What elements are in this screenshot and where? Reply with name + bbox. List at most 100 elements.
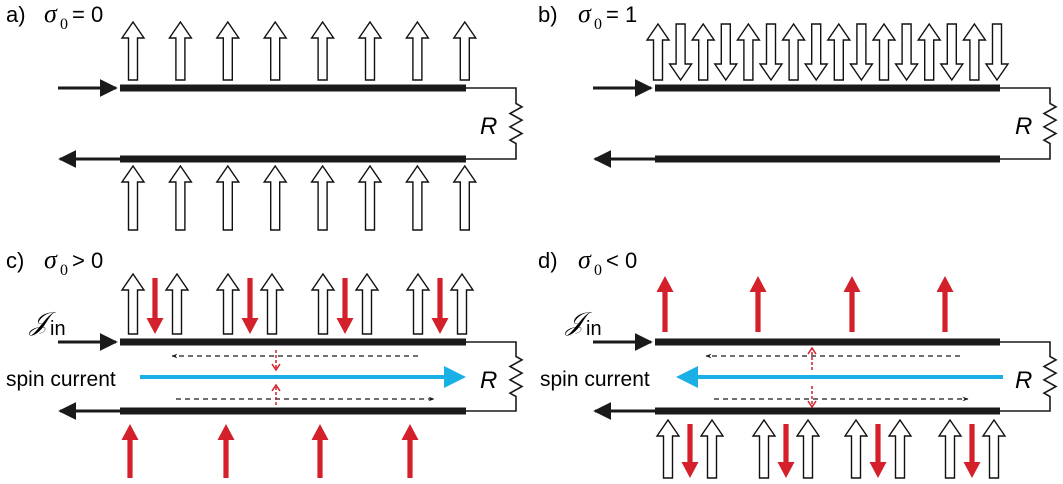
spin-up-arrow xyxy=(215,272,241,335)
panel-a-top-spins xyxy=(120,20,478,81)
spin-up-arrow xyxy=(310,164,335,231)
spin-up-arrow xyxy=(871,22,897,81)
spin-up-arrow xyxy=(962,22,987,81)
spin-up-arrow xyxy=(655,418,681,479)
panel-c-relation: > 0 xyxy=(72,248,103,273)
spin-down-red-arrow xyxy=(241,278,259,334)
spin-up-arrow xyxy=(405,164,430,231)
spin-accum-down-head xyxy=(807,400,817,409)
spin-up-arrow xyxy=(262,164,288,231)
panel-a-resistor-label: R xyxy=(480,113,497,140)
panel-d-spin-label: spin current xyxy=(540,368,650,391)
spin-down-red-arrow xyxy=(146,278,164,334)
panel-a-sigma: σ xyxy=(44,0,58,28)
panel-b-relation: = 1 xyxy=(606,2,637,27)
spin-up-arrow xyxy=(887,418,913,479)
panel-a-circuit xyxy=(58,79,524,168)
spin-up-arrow xyxy=(168,20,193,81)
panel-c-bottom-spins xyxy=(121,424,419,478)
panel-a: a) σ 0 = 0 R xyxy=(6,0,524,231)
spin-down-red-arrow xyxy=(336,278,354,334)
panel-a-letter: a) xyxy=(6,2,26,27)
panel-d-bottom-spins xyxy=(655,418,1007,479)
spin-up-arrow xyxy=(937,418,963,479)
spin-up-arrow xyxy=(916,22,942,81)
panel-d-sigma: σ xyxy=(578,245,592,274)
panel-c-letter: c) xyxy=(6,248,24,273)
spin-down-red-arrow xyxy=(681,424,699,478)
panel-c-top-spins xyxy=(120,272,475,335)
spin-up-arrow xyxy=(781,22,806,81)
panel-a-sigma-sub: 0 xyxy=(60,16,68,33)
panel-c-resistor-label: R xyxy=(480,367,497,394)
spin-up-arrow xyxy=(405,272,431,335)
panel-c-spin-label: spin current xyxy=(6,368,116,391)
panel-a-relation: = 0 xyxy=(72,2,103,27)
spin-up-red-arrow xyxy=(311,424,329,478)
panel-c-current-sub: in xyxy=(50,318,66,340)
panel-a-resistor xyxy=(466,87,524,160)
panel-b-top-spins xyxy=(645,22,1010,82)
spin-down-red-arrow xyxy=(963,424,981,478)
spin-down-arrow xyxy=(984,23,1010,82)
spin-current-head xyxy=(676,366,698,388)
spin-up-arrow xyxy=(262,20,288,81)
spin-down-red-arrow xyxy=(777,424,795,478)
spin-up-arrow xyxy=(357,20,383,81)
spin-current-head xyxy=(444,366,466,388)
panel-c-sigma-sub: 0 xyxy=(60,262,68,279)
spin-up-red-arrow xyxy=(121,424,139,478)
spin-up-arrow xyxy=(120,164,146,231)
panel-d-sigma-sub: 0 xyxy=(594,262,602,279)
spin-up-arrow xyxy=(215,20,241,81)
spin-up-arrow xyxy=(259,272,285,335)
spin-up-arrow xyxy=(120,20,146,81)
spin-up-arrow xyxy=(452,164,478,231)
spin-up-arrow xyxy=(699,418,725,479)
panel-b-sigma: σ xyxy=(578,0,592,28)
panel-d-circuit xyxy=(593,333,1058,420)
spin-accum-up-head xyxy=(271,383,281,392)
spin-accum-up-head xyxy=(807,346,817,355)
panel-b: b) σ 0 = 1 R xyxy=(538,0,1058,168)
panel-a-bottom-spins xyxy=(120,164,478,231)
spin-up-arrow xyxy=(843,418,869,479)
spin-up-arrow xyxy=(751,418,777,479)
spin-up-arrow xyxy=(120,272,146,335)
spin-down-red-arrow xyxy=(869,424,887,478)
spin-up-red-arrow xyxy=(656,276,674,332)
panel-c-resistor xyxy=(466,341,524,412)
spin-up-red-arrow xyxy=(936,276,954,332)
spin-up-arrow xyxy=(310,20,335,81)
spin-up-red-arrow xyxy=(401,424,419,478)
spin-up-arrow xyxy=(354,272,380,335)
panel-c-sigma: σ xyxy=(44,245,58,274)
spin-up-red-arrow xyxy=(217,424,235,478)
panel-b-circuit xyxy=(593,79,1058,168)
spin-up-red-arrow xyxy=(843,276,861,332)
spin-down-arrow xyxy=(939,23,965,82)
panel-b-resistor-label: R xyxy=(1015,113,1032,140)
spin-up-arrow xyxy=(736,22,761,81)
spin-up-arrow xyxy=(164,272,190,335)
panel-c-circuit xyxy=(58,333,524,420)
panel-d-current-sub: in xyxy=(586,318,602,340)
spin-up-red-arrow xyxy=(749,276,767,332)
panel-d-resistor xyxy=(1000,341,1058,412)
spin-accum-down-head xyxy=(271,363,281,372)
spin-down-arrow xyxy=(849,23,874,82)
panel-b-resistor xyxy=(1000,87,1058,160)
spin-up-arrow xyxy=(405,20,430,81)
spin-up-arrow xyxy=(452,20,478,81)
spin-down-arrow xyxy=(803,23,829,82)
spin-down-arrow xyxy=(713,23,739,82)
panel-c: c) σ 0 > 0 𝒥 in spin current R xyxy=(6,245,524,478)
spin-up-arrow xyxy=(357,164,383,231)
panel-c-inner-currents xyxy=(140,350,466,405)
panel-d: d) σ 0 < 0 𝒥 in spin current R xyxy=(538,245,1058,479)
spin-down-arrow xyxy=(758,23,784,82)
spin-up-arrow xyxy=(310,272,336,335)
panel-d-relation: < 0 xyxy=(606,248,637,273)
spin-up-arrow xyxy=(449,272,475,335)
